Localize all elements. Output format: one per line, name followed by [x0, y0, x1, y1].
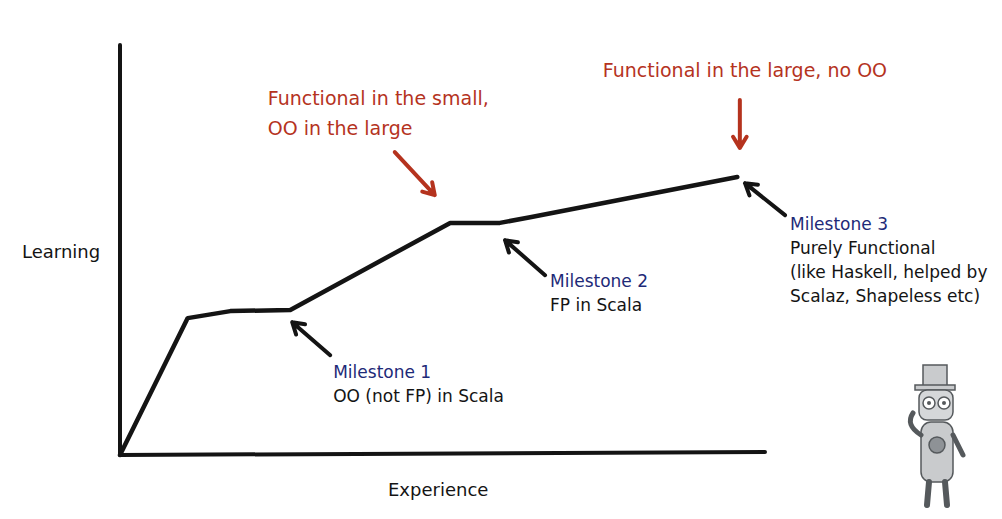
- annotation-arrow: [745, 183, 785, 215]
- annotation-arrow: [505, 240, 545, 275]
- annotation-text: (like Haskell, helped by: [790, 262, 987, 282]
- annotation-text: Scalaz, Shapeless etc): [790, 286, 980, 306]
- milestone-title: Milestone 1: [333, 362, 431, 382]
- leg: [945, 482, 947, 505]
- annotation-text: Functional in the large, no OO: [603, 59, 887, 81]
- leg: [927, 482, 929, 505]
- pupil: [942, 401, 946, 405]
- robot-mascot: [910, 365, 963, 505]
- milestone-title: Milestone 2: [550, 271, 648, 291]
- plot-area: [120, 177, 737, 455]
- learning-line: [120, 177, 737, 455]
- head: [919, 390, 953, 420]
- hat: [923, 365, 947, 387]
- arm: [953, 435, 963, 455]
- body: [921, 422, 953, 482]
- x-axis: [120, 452, 765, 455]
- eye: [923, 397, 935, 409]
- annotation-text: OO (not FP) in Scala: [333, 386, 504, 406]
- pupil: [927, 401, 931, 405]
- y-axis-label: Learning: [22, 241, 100, 262]
- annotation-arrow: [292, 322, 330, 355]
- chart: Learning Experience Milestone 1 OO (not FP)…: [0, 0, 1002, 519]
- annotation-arrow: [733, 100, 747, 148]
- annotation-arrow: [395, 152, 435, 195]
- arm: [910, 413, 921, 435]
- annotation-text: FP in Scala: [550, 295, 642, 315]
- annotation-text: OO in the large: [268, 117, 413, 139]
- y-axis: [118, 45, 122, 455]
- eye: [938, 397, 950, 409]
- milestone-title: Milestone 3: [790, 214, 888, 234]
- x-axis-label: Experience: [388, 479, 488, 500]
- annotation-text: Functional in the small,: [268, 87, 489, 109]
- chest: [929, 437, 945, 453]
- annotation-text: Purely Functional: [790, 238, 935, 258]
